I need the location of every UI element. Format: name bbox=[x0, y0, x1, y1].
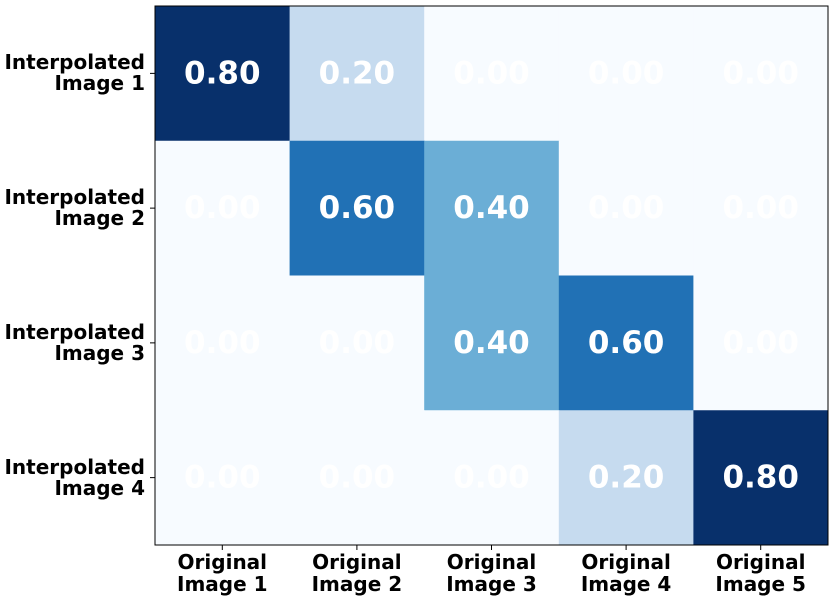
cell bbox=[155, 275, 291, 411]
cell bbox=[155, 410, 291, 546]
cell bbox=[155, 6, 291, 142]
cell-label: 0.80 bbox=[184, 55, 261, 91]
cell-label: 0.00 bbox=[453, 55, 530, 91]
cell-label: 0.00 bbox=[722, 190, 799, 226]
cell-label: 0.00 bbox=[184, 190, 261, 226]
cell-label: 0.00 bbox=[588, 55, 665, 91]
cell-label: 0.40 bbox=[453, 325, 530, 361]
cell bbox=[424, 6, 560, 142]
cell-label: 0.00 bbox=[722, 325, 799, 361]
cell-label: 0.40 bbox=[453, 190, 530, 226]
cell bbox=[693, 410, 829, 546]
cell bbox=[558, 275, 694, 411]
y-tick-label: Interpolated Image 1 bbox=[4, 50, 145, 96]
x-tick-label: Original Image 2 bbox=[311, 550, 403, 596]
x-tick-label: Original Image 5 bbox=[715, 550, 806, 596]
cell-label: 0.60 bbox=[588, 325, 665, 361]
cell bbox=[558, 410, 694, 546]
y-tick-label: Interpolated Image 2 bbox=[4, 185, 145, 231]
cell-label: 0.00 bbox=[319, 325, 396, 361]
x-tick-label: Original Image 3 bbox=[446, 550, 537, 596]
cell bbox=[289, 275, 425, 411]
cell bbox=[155, 140, 291, 276]
cell bbox=[424, 410, 560, 546]
cell bbox=[693, 6, 829, 142]
cell bbox=[693, 140, 829, 276]
cell-label: 0.00 bbox=[184, 460, 261, 496]
cell bbox=[424, 275, 560, 411]
cell bbox=[558, 6, 694, 142]
cell-label: 0.00 bbox=[722, 55, 799, 91]
cell bbox=[289, 140, 425, 276]
y-tick-label: Interpolated Image 4 bbox=[4, 454, 145, 500]
cell-label: 0.80 bbox=[722, 460, 799, 496]
cell-label: 0.00 bbox=[184, 325, 261, 361]
cell-label: 0.60 bbox=[319, 190, 396, 226]
y-tick-label: Interpolated Image 3 bbox=[4, 319, 145, 365]
x-tick-label: Original Image 4 bbox=[580, 550, 672, 596]
cell-label: 0.00 bbox=[319, 460, 396, 496]
cell-label: 0.20 bbox=[588, 460, 665, 496]
cell bbox=[289, 410, 425, 546]
cell-label: 0.00 bbox=[588, 190, 665, 226]
x-tick-label: Original Image 1 bbox=[177, 550, 268, 596]
cell-label: 0.20 bbox=[319, 55, 396, 91]
cell-label: 0.00 bbox=[453, 460, 530, 496]
cell bbox=[424, 140, 560, 276]
cell bbox=[693, 275, 829, 411]
cell bbox=[558, 140, 694, 276]
cell bbox=[289, 6, 425, 142]
